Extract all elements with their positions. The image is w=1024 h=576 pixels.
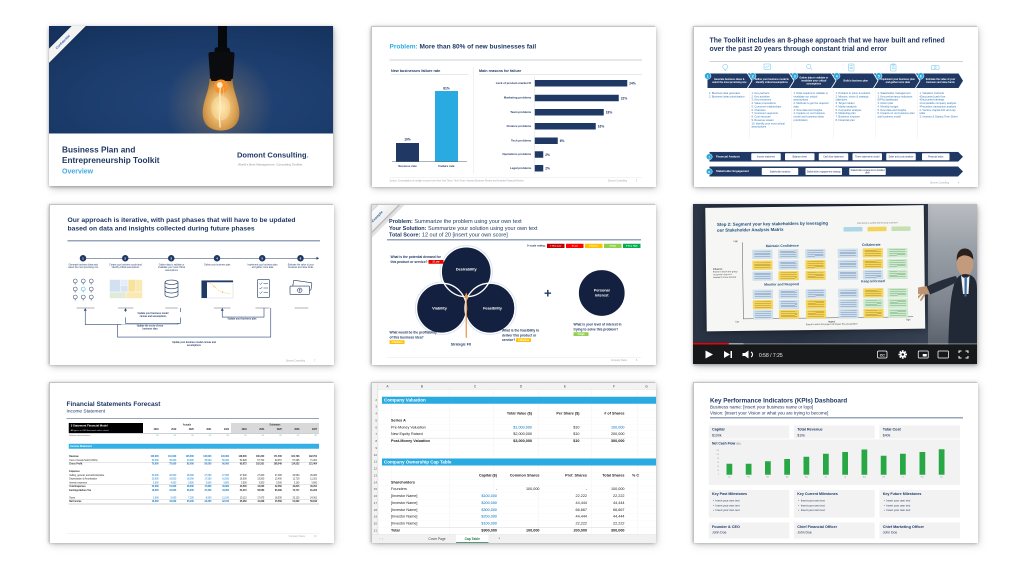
svg-text:interest: interest [595,293,609,297]
svg-text:CC: CC [880,353,886,357]
svg-text:Desirability: Desirability [456,267,478,272]
svg-text:Viability: Viability [432,306,448,311]
svg-text:Personal: Personal [594,288,610,292]
svg-text:0:58 / 7:25: 0:58 / 7:25 [759,353,783,359]
svg-text:Feasibility: Feasibility [483,306,503,311]
